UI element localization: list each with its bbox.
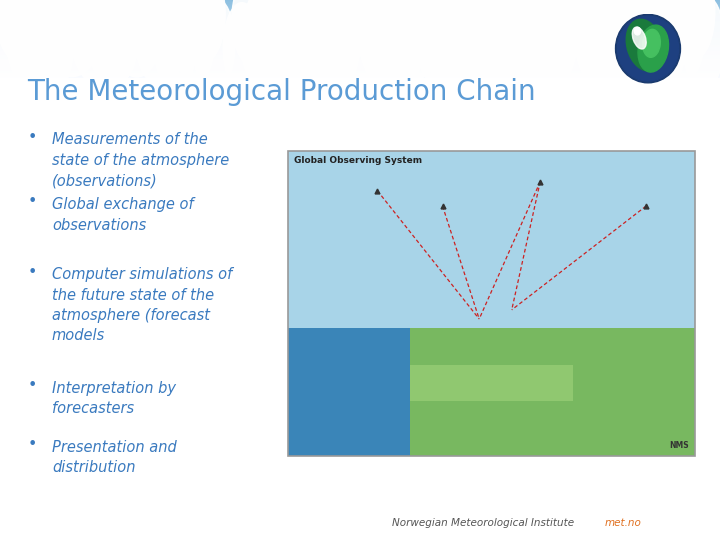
Text: Global exchange of
observations: Global exchange of observations xyxy=(52,197,194,233)
Ellipse shape xyxy=(573,0,644,94)
Bar xyxy=(288,151,695,456)
Ellipse shape xyxy=(174,0,215,83)
Ellipse shape xyxy=(135,0,186,86)
Ellipse shape xyxy=(415,0,467,88)
Ellipse shape xyxy=(286,0,347,59)
Ellipse shape xyxy=(9,0,75,87)
Ellipse shape xyxy=(249,0,287,64)
Ellipse shape xyxy=(163,0,206,62)
Ellipse shape xyxy=(672,0,715,60)
Ellipse shape xyxy=(0,0,42,62)
Ellipse shape xyxy=(380,0,431,55)
Ellipse shape xyxy=(5,0,53,86)
Ellipse shape xyxy=(516,0,577,96)
Ellipse shape xyxy=(292,0,363,93)
Text: The Meteorological Production Chain: The Meteorological Production Chain xyxy=(27,78,536,106)
Bar xyxy=(288,328,410,456)
Text: •: • xyxy=(27,194,37,210)
Ellipse shape xyxy=(223,3,261,92)
Ellipse shape xyxy=(99,0,150,55)
Ellipse shape xyxy=(0,0,30,97)
Ellipse shape xyxy=(663,0,705,80)
Text: met.no: met.no xyxy=(605,518,642,528)
Ellipse shape xyxy=(111,0,163,77)
Bar xyxy=(410,365,573,401)
Ellipse shape xyxy=(428,0,469,91)
Ellipse shape xyxy=(325,0,395,81)
Ellipse shape xyxy=(589,0,636,91)
Ellipse shape xyxy=(258,0,319,59)
Ellipse shape xyxy=(87,0,139,86)
Ellipse shape xyxy=(611,0,657,81)
Ellipse shape xyxy=(525,0,595,53)
Ellipse shape xyxy=(240,0,278,84)
Ellipse shape xyxy=(357,0,428,93)
Ellipse shape xyxy=(437,0,480,62)
Ellipse shape xyxy=(634,27,641,35)
Ellipse shape xyxy=(39,0,105,77)
Ellipse shape xyxy=(183,0,225,62)
Ellipse shape xyxy=(632,0,679,91)
Ellipse shape xyxy=(617,16,679,81)
Bar xyxy=(288,151,695,456)
Ellipse shape xyxy=(123,0,174,55)
Text: •: • xyxy=(27,130,37,145)
Ellipse shape xyxy=(638,25,669,72)
Ellipse shape xyxy=(193,0,235,91)
Ellipse shape xyxy=(541,0,611,83)
Text: •: • xyxy=(27,378,37,393)
Ellipse shape xyxy=(557,0,627,53)
Ellipse shape xyxy=(272,0,333,86)
Ellipse shape xyxy=(467,0,508,91)
Text: •: • xyxy=(27,265,37,280)
Text: NMS: NMS xyxy=(670,441,689,450)
Ellipse shape xyxy=(643,29,660,57)
Ellipse shape xyxy=(258,3,295,92)
Ellipse shape xyxy=(16,0,63,62)
Ellipse shape xyxy=(300,0,361,97)
Ellipse shape xyxy=(154,0,196,91)
Text: Computer simulations of
the future state of the
atmosphere (forecast
models: Computer simulations of the future state… xyxy=(52,267,232,343)
Text: •: • xyxy=(27,437,37,453)
Ellipse shape xyxy=(599,0,647,58)
Ellipse shape xyxy=(621,0,668,58)
Ellipse shape xyxy=(456,0,499,62)
Text: Norwegian Meteorological Institute: Norwegian Meteorological Institute xyxy=(392,518,575,528)
Ellipse shape xyxy=(653,0,696,60)
Ellipse shape xyxy=(69,0,135,87)
Ellipse shape xyxy=(616,15,680,83)
Ellipse shape xyxy=(309,0,379,52)
Ellipse shape xyxy=(626,19,662,71)
Text: Global Observing System: Global Observing System xyxy=(294,156,422,165)
Bar xyxy=(410,328,695,456)
Text: Measurements of the
state of the atmosphere
(observations): Measurements of the state of the atmosph… xyxy=(52,132,229,188)
Ellipse shape xyxy=(244,0,305,97)
Ellipse shape xyxy=(502,0,563,57)
Ellipse shape xyxy=(341,0,411,52)
Ellipse shape xyxy=(488,0,549,84)
Ellipse shape xyxy=(27,0,74,97)
Ellipse shape xyxy=(392,0,444,78)
Ellipse shape xyxy=(55,0,120,51)
Ellipse shape xyxy=(644,0,685,89)
Ellipse shape xyxy=(508,0,579,94)
Ellipse shape xyxy=(232,0,269,64)
Ellipse shape xyxy=(447,0,489,83)
Ellipse shape xyxy=(632,27,646,49)
Text: Interpretation by
forecasters: Interpretation by forecasters xyxy=(52,381,176,416)
Ellipse shape xyxy=(24,0,90,51)
Ellipse shape xyxy=(683,0,720,89)
Ellipse shape xyxy=(474,0,535,57)
Text: Presentation and
distribution: Presentation and distribution xyxy=(52,440,176,476)
Ellipse shape xyxy=(368,0,420,88)
Ellipse shape xyxy=(460,0,521,96)
Ellipse shape xyxy=(404,0,455,55)
